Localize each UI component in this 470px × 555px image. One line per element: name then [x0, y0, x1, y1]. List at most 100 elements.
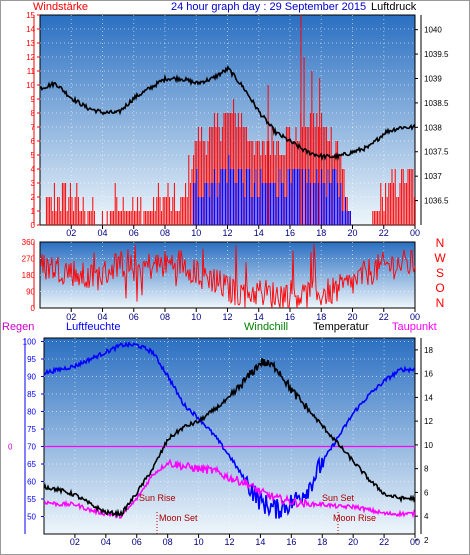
x-tick-label: 12 [222, 228, 232, 238]
y-right-tick-label: 10 [424, 441, 433, 450]
y-left-tick-label: 0 [31, 304, 36, 313]
y-left-tick-label: 70 [27, 443, 36, 452]
y-left-tick-label: 2 [31, 193, 36, 202]
x-tick-label: 16 [285, 228, 295, 238]
y-right-tick-label: 1039.5 [424, 50, 449, 59]
x-tick-label: 14 [254, 228, 264, 238]
legend-luftfeuchte: Luftfeuchte [66, 321, 120, 333]
y-right-tick-label: 8 [424, 465, 429, 474]
y-left-tick-label: 65 [27, 460, 36, 469]
y-left-tick-label: 10 [26, 81, 35, 90]
y-left-tick-label: 14 [26, 25, 35, 34]
y-left-tick-label: 75 [27, 425, 36, 434]
y-left-tick-label: 85 [27, 390, 36, 399]
x-tick-label: 16 [286, 537, 296, 547]
compass-label: O [435, 281, 444, 295]
legend-regen: Regen [2, 321, 34, 333]
x-tick-label: 10 [191, 312, 201, 322]
y-left-tick-label: 11 [27, 67, 36, 76]
y-left-tick-label: 95 [27, 355, 36, 364]
x-tick-label: 02 [66, 312, 76, 322]
x-tick-label: 02 [66, 228, 76, 238]
x-tick-label: 16 [285, 312, 295, 322]
compass-label: W [434, 251, 446, 265]
x-tick-label: 22 [379, 312, 389, 322]
wind-direction-line [40, 244, 415, 308]
x-tick-label: 00 [410, 537, 420, 547]
x-tick-label: 20 [348, 537, 358, 547]
header-windstaerke: Windstärke [33, 1, 88, 13]
y-right-tick-label: 18 [424, 346, 433, 355]
y-left-tick-label: 180 [22, 271, 36, 280]
y-right-tick-label: 16 [424, 370, 433, 379]
y-left-tick-label: 55 [27, 495, 36, 504]
y-right-tick-label: 12 [424, 417, 433, 426]
x-tick-label: 10 [194, 537, 204, 547]
y-right-tick-label: 14 [424, 393, 433, 402]
y-right-tick-label: 1038 [424, 123, 442, 132]
x-tick-label: 04 [101, 537, 111, 547]
x-tick-label: 00 [410, 228, 420, 238]
x-tick-label: 14 [255, 537, 265, 547]
y-left-tick-label: 60 [27, 478, 36, 487]
y-right-tick-label: 1036.5 [424, 197, 449, 206]
pressure-line [40, 65, 415, 162]
y-left-tick-label: 4 [31, 165, 36, 174]
panel-humidity-temperature [43, 337, 416, 535]
x-tick-label: 18 [317, 537, 327, 547]
y-left-tick-label: 12 [26, 53, 35, 62]
y-right-tick-label: 4 [424, 512, 429, 521]
y-left-tick-label: 6 [31, 137, 36, 146]
x-tick-label: 04 [97, 228, 107, 238]
x-tick-label: 02 [70, 537, 80, 547]
y-left-tick-label: 7 [31, 123, 36, 132]
x-tick-label: 06 [129, 312, 139, 322]
x-tick-label: 12 [224, 537, 234, 547]
marker-sun-set: Sun Set [322, 493, 355, 503]
y-right-tick-label: 2 [424, 536, 429, 545]
compass-label: S [436, 266, 444, 280]
marker-moon-rise: Moon Rise [333, 513, 376, 523]
y-left-tick-label: 3 [31, 179, 36, 188]
marker-sun-rise: Sun Rise [139, 493, 176, 503]
y-left-tick-label: 90 [27, 373, 36, 382]
y-right-tick-label: 1038.5 [424, 99, 449, 108]
legend-taupunkt: Taupunkt [392, 321, 437, 333]
y-left-tick-label: 100 [23, 338, 37, 347]
compass-label: N [436, 236, 445, 250]
temperature-line [44, 358, 415, 519]
marker-moon-set: Moon Set [159, 513, 198, 523]
y-left-tick-label: 5 [31, 151, 36, 160]
grid-dots [40, 15, 415, 534]
x-tick-label: 14 [254, 312, 264, 322]
x-tick-label: 22 [379, 537, 389, 547]
y-left-tick-label: 270 [22, 255, 36, 264]
y-right-tick-label: 6 [424, 488, 429, 497]
y-left-tick-label: 15 [26, 11, 35, 20]
y-right-tick-label: 1037.5 [424, 148, 449, 157]
y-left-tick-label: 9 [31, 95, 36, 104]
wind-series [45, 15, 415, 225]
x-tick-label: 08 [163, 537, 173, 547]
humidity-line [44, 340, 415, 519]
y-left-tick-label: 80 [27, 408, 36, 417]
compass-label: N [436, 296, 445, 310]
y-left-tick-label: 360 [22, 238, 36, 247]
x-tick-label: 18 [316, 228, 326, 238]
y-left-tick-label: 0 [31, 221, 36, 230]
y-right-tick-label: 1040 [424, 26, 442, 35]
chart-title: 24 hour graph day : 29 September 2015 [171, 1, 366, 13]
header-luftdruck: Luftdruck [371, 1, 417, 13]
y-right-tick-label: 1037 [424, 172, 442, 181]
series-layer [40, 15, 415, 520]
y-left-tick-label: 50 [27, 513, 36, 522]
y-left-tick-label: 90 [26, 288, 35, 297]
x-tick-label: 12 [222, 312, 232, 322]
rain-zero-label: 0 [8, 443, 13, 452]
y-left-tick-label: 1 [31, 207, 36, 216]
x-tick-label: 20 [347, 312, 357, 322]
y-right-tick-label: 1039 [424, 74, 442, 83]
legend-temperatur: Temperatur [313, 321, 369, 333]
x-tick-label: 22 [379, 228, 389, 238]
